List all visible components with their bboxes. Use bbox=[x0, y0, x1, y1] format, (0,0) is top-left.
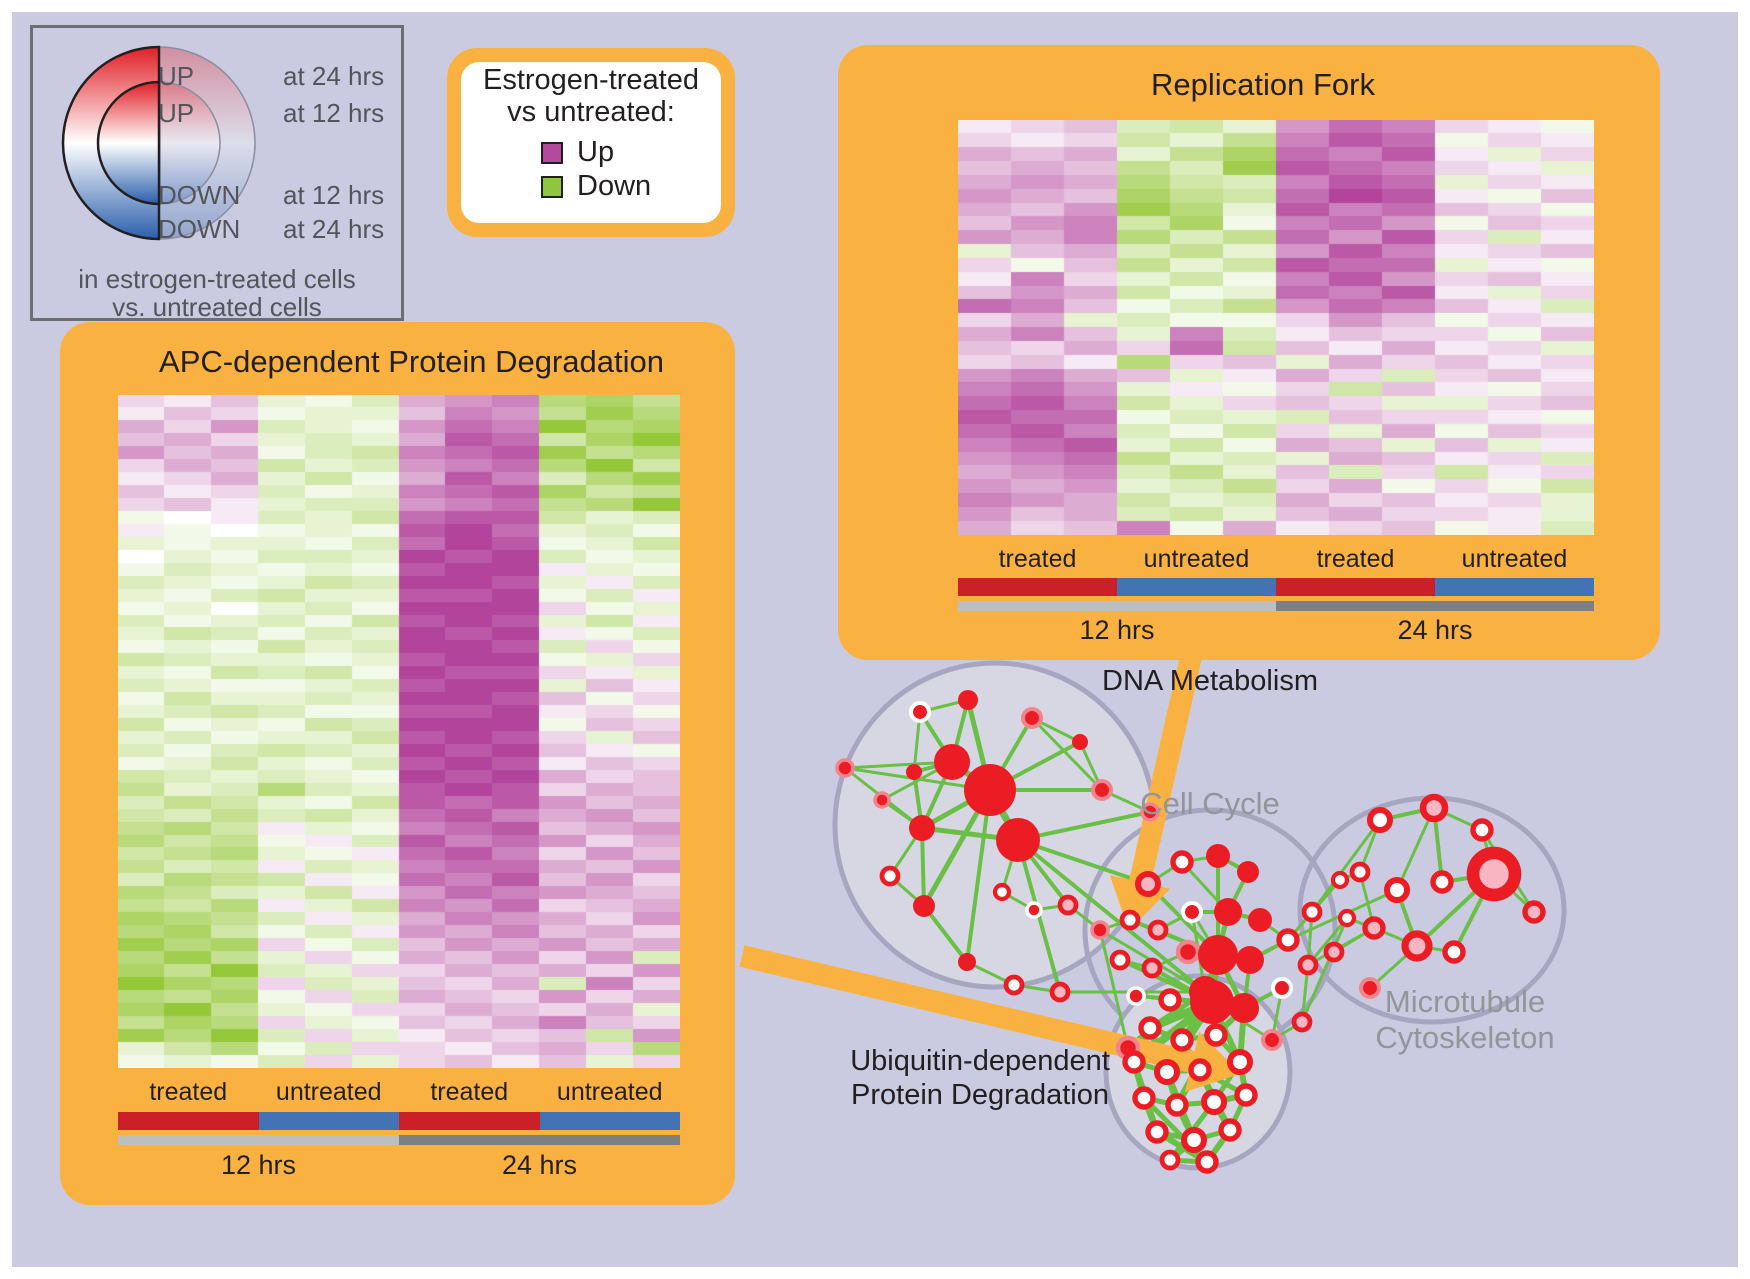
apc-degradation-panel: APC-dependent Protein Degradation treate… bbox=[60, 322, 735, 1205]
untreated-bar bbox=[1117, 578, 1276, 596]
legend-item-down: Down bbox=[541, 170, 651, 203]
time-label: 12 hrs bbox=[220, 1150, 297, 1180]
time-color-bars bbox=[958, 601, 1594, 611]
down-color-swatch bbox=[541, 175, 563, 198]
treated-bar bbox=[1276, 578, 1435, 596]
ring-legend-row: UP at 12 hrs bbox=[158, 98, 384, 129]
cluster-label-microtubule-cytoskeleton: Microtubule Cytoskeleton bbox=[1310, 984, 1620, 1056]
treated-bar bbox=[118, 1112, 259, 1130]
ring-legend-footer-line1: in estrogen-treated cells bbox=[78, 264, 356, 294]
condition-group-labels: treated untreated treated untreated bbox=[958, 545, 1594, 574]
down-label: Down bbox=[577, 170, 652, 202]
condition-group-labels: treated untreated treated untreated bbox=[118, 1078, 680, 1107]
microtubule-label-line1: Microtubule bbox=[1384, 984, 1546, 1019]
untreated-bar bbox=[539, 1112, 680, 1130]
hrs12-bar bbox=[118, 1135, 399, 1145]
group-label: treated bbox=[998, 545, 1077, 573]
ring-direction-label: UP bbox=[158, 98, 195, 128]
time-color-bars bbox=[118, 1135, 680, 1145]
apc-degradation-heatmap bbox=[118, 395, 680, 1068]
ring-time-label: at 12 hrs bbox=[283, 98, 385, 128]
ubiquitin-label-line1: Ubiquitin-dependent bbox=[850, 1045, 1110, 1077]
ring-time-label: at 12 hrs bbox=[283, 180, 385, 210]
concentric-ring-glyph bbox=[61, 45, 256, 241]
hrs12-bar bbox=[958, 601, 1276, 611]
apc-degradation-title: APC-dependent Protein Degradation bbox=[159, 344, 664, 379]
legend-item-up: Up bbox=[541, 136, 614, 169]
time-group-labels: 12 hrs 24 hrs bbox=[118, 1150, 680, 1181]
time-label: 12 hrs bbox=[1079, 615, 1155, 645]
ring-time-label: at 24 hrs bbox=[283, 214, 385, 244]
group-label: untreated bbox=[1143, 545, 1250, 573]
group-label: untreated bbox=[275, 1078, 382, 1106]
group-label: untreated bbox=[1461, 545, 1568, 573]
cluster-label-dna-metabolism: DNA Metabolism bbox=[1102, 665, 1318, 697]
microtubule-label-line2: Cytoskeleton bbox=[1375, 1020, 1555, 1055]
condition-color-bars bbox=[958, 578, 1594, 596]
group-label: treated bbox=[149, 1078, 228, 1106]
time-label: 24 hrs bbox=[1397, 615, 1473, 645]
replication-fork-title: Replication Fork bbox=[1151, 67, 1375, 102]
group-label: treated bbox=[430, 1078, 509, 1106]
ring-time-label: at 24 hrs bbox=[283, 61, 385, 91]
ring-direction-label: DOWN bbox=[158, 180, 241, 210]
group-label: untreated bbox=[556, 1078, 663, 1106]
treated-bar bbox=[399, 1112, 540, 1130]
ring-legend-row: UP at 24 hrs bbox=[158, 61, 384, 92]
treated-bar bbox=[958, 578, 1117, 596]
time-label: 24 hrs bbox=[501, 1150, 578, 1180]
cluster-label-ubiquitin-degradation: Ubiquitin-dependent Protein Degradation bbox=[800, 1044, 1160, 1112]
time-group-labels: 12 hrs 24 hrs bbox=[958, 615, 1594, 646]
ring-legend-footer-line2: vs. untreated cells bbox=[112, 292, 322, 322]
replication-fork-heatmap bbox=[958, 120, 1594, 535]
ring-direction-label: UP bbox=[158, 61, 195, 91]
ring-legend-row: DOWN at 12 hrs bbox=[158, 180, 384, 211]
untreated-bar bbox=[1435, 578, 1594, 596]
up-label: Up bbox=[577, 136, 615, 168]
replication-fork-panel: Replication Fork treated untreated treat… bbox=[838, 45, 1660, 660]
ubiquitin-label-line2: Protein Degradation bbox=[851, 1079, 1109, 1111]
up-color-swatch bbox=[541, 141, 563, 164]
hrs24-bar bbox=[399, 1135, 680, 1145]
ring-direction-label: DOWN bbox=[158, 214, 241, 244]
condition-color-bars bbox=[118, 1112, 680, 1130]
expression-direction-legend: UP at 24 hrs UP at 12 hrs DOWN at 12 hrs DO… bbox=[30, 25, 404, 322]
group-label: treated bbox=[1316, 545, 1395, 573]
up-down-legend-panel: Estrogen-treated vs untreated: Up Down bbox=[447, 48, 735, 237]
up-down-legend-title-line1: Estrogen-treated bbox=[482, 64, 699, 96]
hrs24-bar bbox=[1276, 601, 1594, 611]
up-down-legend-title-line2: vs untreated: bbox=[507, 96, 675, 128]
untreated-bar bbox=[258, 1112, 399, 1130]
ring-legend-row: DOWN at 24 hrs bbox=[158, 214, 384, 245]
cluster-label-cell-cycle: Cell Cycle bbox=[1140, 786, 1280, 821]
